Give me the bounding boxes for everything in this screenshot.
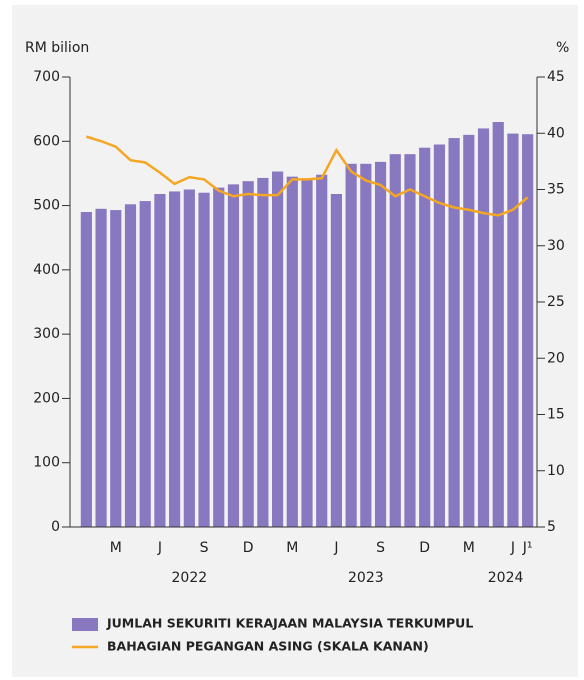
- y-tick-label: 100: [33, 455, 60, 471]
- legend-label: JUMLAH SEKURITI KERAJAAN MALAYSIA TERKUM…: [106, 616, 473, 631]
- legend-swatch: [72, 618, 98, 631]
- bar: [389, 154, 401, 527]
- x-tick-label: D: [243, 540, 254, 556]
- bar: [154, 194, 166, 527]
- bar: [301, 179, 313, 527]
- x-tick-label: M: [463, 540, 475, 556]
- bar: [463, 134, 475, 527]
- year-label: 2024: [488, 570, 524, 586]
- bar: [198, 192, 210, 527]
- bar: [345, 163, 357, 528]
- y-tick-label: 200: [33, 390, 60, 406]
- legend-label: BAHAGIAN PEGANGAN ASING (SKALA KANAN): [107, 639, 429, 654]
- bar: [360, 163, 372, 528]
- x-tick-label: J: [510, 540, 515, 556]
- x-tick-label: S: [200, 540, 209, 556]
- y2-tick-label: 35: [547, 182, 565, 198]
- y2-tick-label: 10: [547, 463, 565, 479]
- y-axis-title: RM bilion: [25, 40, 89, 56]
- bar: [374, 161, 387, 527]
- y2-tick-label: 30: [547, 238, 565, 254]
- y2-tick-label: 15: [547, 407, 565, 423]
- bar: [404, 154, 416, 527]
- bar: [448, 138, 460, 528]
- x-tick-label: D: [419, 540, 430, 556]
- y2-axis-title: %: [556, 40, 569, 56]
- y2-tick-label: 45: [547, 69, 565, 85]
- x-tick-label: J: [157, 540, 162, 556]
- y2-tick-label: 40: [547, 125, 565, 141]
- bar: [169, 191, 181, 527]
- year-label: 2023: [348, 570, 384, 586]
- bar: [419, 147, 431, 527]
- y2-tick-label: 25: [547, 294, 565, 310]
- bar: [286, 176, 298, 527]
- bar: [139, 201, 151, 528]
- x-tick-label: M: [286, 540, 298, 556]
- y-tick-label: 0: [51, 519, 60, 535]
- x-tick-label: S: [376, 540, 385, 556]
- y-tick-label: 700: [33, 69, 60, 85]
- bar: [433, 144, 445, 527]
- bar: [183, 189, 195, 527]
- bar: [110, 210, 122, 528]
- bar: [80, 212, 92, 527]
- y-tick-label: 300: [33, 326, 60, 342]
- x-tick-label: M: [110, 540, 122, 556]
- bar: [492, 122, 504, 527]
- bar: [507, 133, 519, 528]
- bar: [271, 171, 284, 527]
- bar: [227, 184, 240, 527]
- bar: [522, 134, 534, 527]
- x-tick-label: J: [333, 540, 338, 556]
- bar: [213, 187, 225, 528]
- bar: [242, 181, 254, 527]
- line: [85, 135, 529, 217]
- y2-tick-label: 5: [547, 519, 556, 535]
- y-tick-label: 400: [33, 262, 60, 278]
- bar: [330, 194, 343, 527]
- y-tick-label: 600: [33, 133, 60, 149]
- bar: [95, 208, 107, 528]
- y2-tick-label: 20: [547, 350, 565, 366]
- y-tick-label: 500: [33, 198, 60, 214]
- bar: [316, 174, 328, 527]
- bar: [477, 128, 490, 527]
- bar: [124, 204, 137, 528]
- bar: [257, 177, 269, 527]
- year-label: 2022: [172, 570, 208, 586]
- x-tick-label: J¹: [522, 540, 533, 556]
